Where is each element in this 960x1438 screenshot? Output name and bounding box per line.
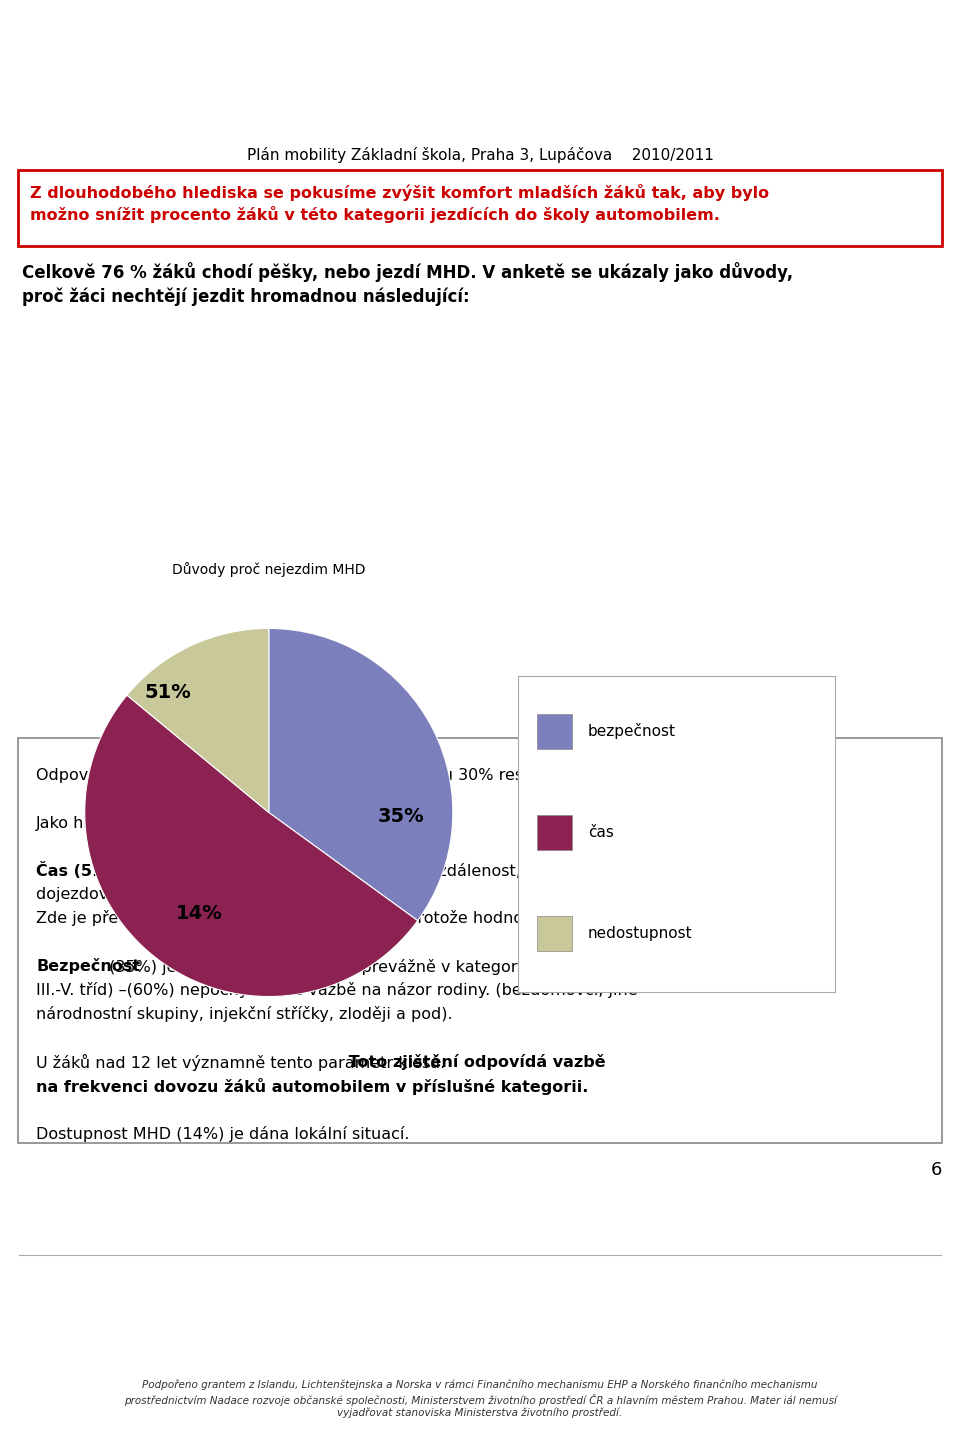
Wedge shape — [269, 628, 453, 920]
Text: Zde je předpoklad s touto skupinou pracovat, protože hodnoty jsou relativní.: Zde je předpoklad s touto skupinou praco… — [36, 910, 653, 926]
Bar — [18, 738, 942, 1143]
Text: Toto zjištění odpovídá vazbě: Toto zjištění odpovídá vazbě — [344, 1054, 606, 1070]
Text: dojezdovou vzdálenost vozem.: dojezdovou vzdálenost vozem. — [36, 886, 283, 902]
Text: (35%) je hodnocena negativně převážně v kategorii žáků 8–12 (u: (35%) je hodnocena negativně převážně v … — [104, 958, 635, 975]
Wedge shape — [84, 695, 418, 997]
Bar — [538, 815, 572, 850]
Text: U žáků nad 12 let významně tento parametr klesá.: U žáků nad 12 let významně tento paramet… — [36, 1054, 445, 1071]
Text: 51%: 51% — [144, 683, 191, 702]
Bar — [538, 916, 572, 951]
Text: vyjadřovat stanoviska Ministerstva životního prostředí.: vyjadřovat stanoviska Ministerstva život… — [337, 1408, 623, 1418]
Text: III.-V. tříd) –(60%) nepochybně ve vazbě na názor rodiny. (bezdomovci, jiné: III.-V. tříd) –(60%) nepochybně ve vazbě… — [36, 982, 637, 998]
Text: 6: 6 — [930, 1160, 942, 1179]
Bar — [538, 713, 572, 749]
Text: 14%: 14% — [176, 905, 222, 923]
Text: Dostupnost MHD (14%) je dána lokální situací.: Dostupnost MHD (14%) je dána lokální sit… — [36, 1126, 410, 1142]
Title: Důvody proč nejezdim MHD: Důvody proč nejezdim MHD — [172, 562, 366, 577]
Text: Jako hlavní důvody uvádějí:: Jako hlavní důvody uvádějí: — [36, 814, 257, 831]
Text: Bezpečnost: Bezpečnost — [36, 958, 140, 974]
Text: Čas (51 %): Čas (51 %) — [36, 861, 132, 879]
Text: čas: čas — [588, 825, 614, 840]
Text: prostřednictvím Nadace rozvoje občanské společnosti, Ministerstvem životního pro: prostřednictvím Nadace rozvoje občanské … — [124, 1393, 836, 1406]
Text: Celkově 76 % žáků chodí pěšky, nebo jezdí MHD. V anketě se ukázaly jako důvody,: Celkově 76 % žáků chodí pěšky, nebo jezd… — [22, 262, 793, 282]
Text: 35%: 35% — [378, 807, 424, 825]
Text: národnostní skupiny, injekční stříčky, zloději a pod).: národnostní skupiny, injekční stříčky, z… — [36, 1007, 452, 1022]
Text: možno snížit procento žáků v této kategorii jezdících do školy automobilem.: možno snížit procento žáků v této katego… — [30, 206, 720, 223]
Text: bezpečnost: bezpečnost — [588, 723, 676, 739]
Text: 51%: 51% — [272, 705, 319, 723]
Text: na frekvenci dovozu žáků automobilem v příslušné kategorii.: na frekvenci dovozu žáků automobilem v p… — [36, 1078, 588, 1094]
Text: Podpořeno grantem z Islandu, Lichtenštejnska a Norska v rámci Finančního mechani: Podpořeno grantem z Islandu, Lichtenštej… — [142, 1380, 818, 1391]
Text: nedostupnost: nedostupnost — [588, 926, 693, 942]
Text: Plán mobility Základní škola, Praha 3, Lupáčova    2010/2011: Plán mobility Základní škola, Praha 3, L… — [247, 147, 713, 162]
Bar — [18, 170, 942, 246]
Text: (ve srovnání s chůzí pěšky ve vazbě na vzdálenost, případně na: (ve srovnání s chůzí pěšky ve vazbě na v… — [104, 861, 623, 879]
Wedge shape — [127, 628, 269, 812]
Text: Odpověď, proč nejezdim MHD, byla zaznamenána u 30% respondentů.: Odpověď, proč nejezdim MHD, byla zazname… — [36, 766, 606, 784]
Text: proč žáci nechtějí jezdit hromadnou následující:: proč žáci nechtějí jezdit hromadnou násl… — [22, 288, 469, 306]
Text: Z dlouhodobého hlediska se pokusíme zvýšit komfort mladších žáků tak, aby bylo: Z dlouhodobého hlediska se pokusíme zvýš… — [30, 184, 769, 201]
